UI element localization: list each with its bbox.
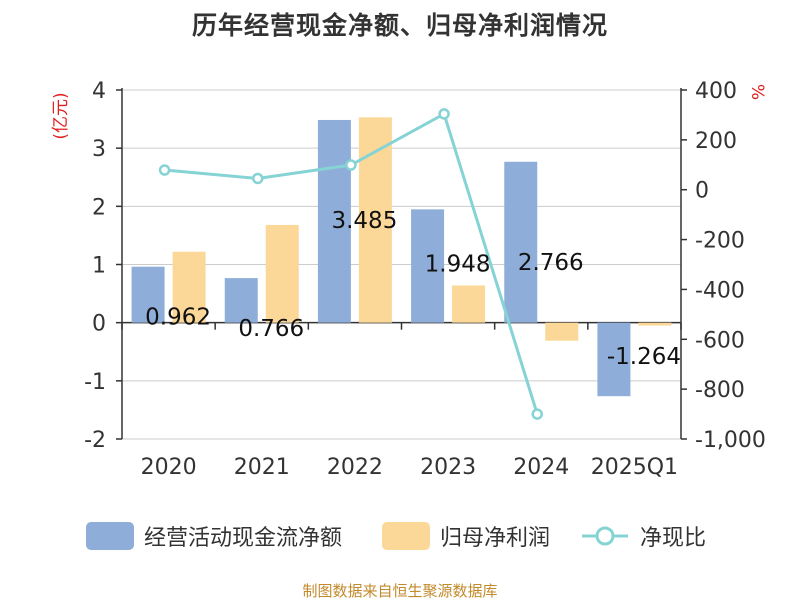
right-unit-label: % [747, 84, 767, 100]
legend-swatch-net-profit [382, 522, 430, 550]
legend-label-ratio: 净现比 [640, 526, 707, 551]
data-label-cashflow: 1.948 [425, 251, 491, 277]
data-label-cashflow: -1.264 [607, 344, 681, 370]
bar-net-profit [452, 285, 486, 323]
ratio-point [345, 159, 357, 171]
right-tick-label: -200 [695, 229, 745, 254]
source-note: 制图数据来自恒生聚源数据库 [302, 582, 498, 600]
grid-lines [122, 89, 681, 440]
legend-item-ratio[interactable]: 净现比 [580, 516, 706, 556]
right-tick-label: -400 [695, 278, 745, 303]
bars [131, 117, 672, 397]
legend-item-cashflow[interactable]: 经营活动现金流净额 [86, 516, 342, 556]
data-label-cashflow: 2.766 [518, 250, 584, 276]
left-tick-label: 2 [92, 195, 106, 220]
bar-net-profit [638, 322, 672, 326]
ratio-point [438, 108, 450, 120]
bar-net-profit [265, 224, 299, 323]
bar-cashflow [504, 161, 538, 323]
x-tick-label: 2021 [234, 455, 290, 480]
legend-item-net-profit[interactable]: 归母净利润 [382, 516, 550, 556]
ratio-line [158, 108, 543, 420]
right-tick-label: -1,000 [695, 428, 766, 453]
data-label-cashflow: 0.962 [145, 305, 211, 331]
axes: 4 3 2 1 0 -1 -2 400 200 0 -200 -400 -600 -800 -1,000 20… [51, 79, 767, 480]
x-tick-label: 2022 [327, 455, 383, 480]
right-tick-label: 0 [695, 179, 709, 204]
left-tick-label: 4 [92, 79, 106, 104]
ratio-point [252, 172, 264, 185]
bar-cashflow [317, 119, 351, 323]
right-tick-label: 400 [695, 79, 737, 104]
right-tick-label: -600 [695, 328, 745, 353]
left-tick-label: -2 [84, 428, 106, 453]
right-tick-label: -800 [695, 378, 745, 403]
left-tick-label: 0 [92, 312, 106, 337]
bar-net-profit [545, 322, 579, 341]
ratio-point [158, 164, 171, 176]
data-label-cashflow: 3.485 [331, 208, 397, 234]
left-tick-label: 3 [92, 137, 106, 162]
legend-label-net-profit: 归母净利润 [440, 526, 551, 551]
ratio-point [531, 408, 543, 420]
x-tick-label: 2024 [513, 455, 569, 480]
data-label-cashflow: 0.766 [238, 316, 304, 342]
right-tick-label: 200 [695, 129, 737, 154]
bar-cashflow [597, 322, 631, 397]
left-tick-label: -1 [84, 370, 106, 395]
bar-cashflow [224, 278, 258, 323]
legend-label-cashflow: 经营活动现金流净额 [144, 526, 343, 551]
legend: 经营活动现金流净额 归母净利润 净现比 [0, 516, 800, 556]
bar-cashflow [131, 266, 165, 323]
left-unit-label: (亿元) [51, 92, 71, 139]
legend-swatch-cashflow [86, 522, 134, 550]
bar-cashflow [411, 209, 445, 323]
x-tick-label: 2025Q1 [591, 455, 678, 480]
x-tick-label: 2023 [420, 455, 476, 480]
chart-title: 历年经营现金净额、归母净利润情况 [191, 11, 608, 40]
legend-line-ratio-icon [582, 526, 628, 546]
data-labels: 0.962 0.766 3.485 1.948 2.766 -1.264 [145, 208, 681, 370]
x-tick-label: 2020 [141, 455, 197, 480]
left-tick-label: 1 [92, 254, 106, 279]
bar-net-profit [172, 251, 206, 323]
